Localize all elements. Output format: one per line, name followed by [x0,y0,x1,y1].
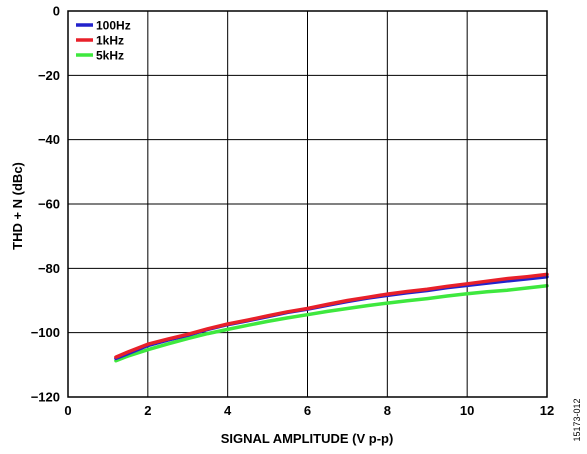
y-axis-title: THD + N (dBc) [10,162,25,250]
y-tick-labels: 0 −20 −40 −60 −80 −100 −120 [31,4,60,405]
x-tick-label: 6 [304,403,311,418]
y-tick-label: −60 [38,197,60,212]
x-tick-label: 0 [64,403,71,418]
x-tick-label: 8 [384,403,391,418]
y-tick-label: −40 [38,132,60,147]
legend-label: 5kHz [96,49,124,63]
grid-lines [68,11,547,397]
x-tick-label: 2 [144,403,151,418]
series-line-100hz [114,274,549,361]
plot-frame [67,10,548,398]
series-line-5khz [114,283,549,363]
x-tick-label: 4 [224,403,232,418]
legend-label: 100Hz [96,19,131,33]
legend-label: 1kHz [96,34,124,48]
series-layer [114,272,549,363]
y-tick-label: −20 [38,68,60,83]
y-tick-label: −80 [38,261,60,276]
y-tick-label: −100 [31,325,60,340]
x-tick-labels: 0 2 4 6 8 10 12 [64,403,554,418]
series-line-1khz [114,272,549,359]
y-tick-label: −120 [31,390,60,405]
x-tick-label: 10 [460,403,474,418]
y-tick-label: 0 [53,4,60,19]
figure-id: 15173-012 [572,398,582,441]
x-axis-title: SIGNAL AMPLITUDE (V p-p) [221,431,394,446]
x-tick-label: 12 [540,403,554,418]
